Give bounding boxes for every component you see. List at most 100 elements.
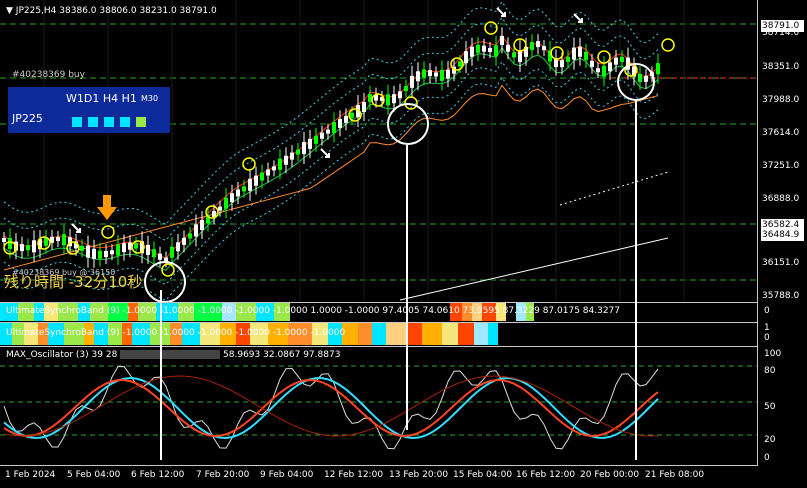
usb1-cell <box>58 303 78 321</box>
price-chart[interactable] <box>0 0 807 303</box>
usb2-cell <box>458 323 474 345</box>
usb1-cell <box>90 303 108 321</box>
ma-orange <box>3 84 659 271</box>
candle-body <box>62 234 66 246</box>
usb1-cell <box>482 303 496 321</box>
signal-circle <box>513 38 527 52</box>
marker-line <box>160 290 162 460</box>
usb2-cell <box>488 323 498 345</box>
candle-body <box>464 51 468 64</box>
candle-body <box>434 72 438 77</box>
candle-body <box>356 105 360 118</box>
usb1-cell <box>450 303 462 321</box>
mtf-square-m30 <box>136 117 146 127</box>
candle-body <box>416 71 420 82</box>
candle-body <box>302 141 306 154</box>
redacted-area <box>120 350 221 359</box>
ma-white-dotted <box>559 171 669 206</box>
signal-arrow <box>573 13 583 23</box>
usb1-cell <box>108 303 128 321</box>
usb1-cell <box>290 303 310 321</box>
usb2-cell <box>24 323 38 345</box>
time-tick: 12 Feb 12:00 <box>324 470 384 480</box>
candle-body <box>164 257 168 262</box>
price-chart-canvas[interactable] <box>0 0 757 303</box>
candle-body <box>86 245 90 258</box>
candle-body <box>50 236 54 243</box>
candle-body <box>404 86 408 92</box>
ma-green <box>3 46 659 272</box>
usb2-cell <box>220 323 236 345</box>
candle-body <box>590 60 594 67</box>
osc-tick: 80 <box>764 366 776 376</box>
price-axis[interactable]: 38714.0 38351.0 37988.0 37614.0 37251.0 … <box>758 0 807 303</box>
candle-body <box>326 129 330 134</box>
usb1-heatmap <box>0 303 534 321</box>
oscillator-panel[interactable]: MAX_Oscillator (3) 39 28 58.9693 32.0867… <box>0 346 807 466</box>
marker-line <box>635 100 637 460</box>
candle-body <box>170 246 174 258</box>
time-axis[interactable]: 1 Feb 2024 5 Feb 04:00 6 Feb 12:00 7 Feb… <box>0 466 807 488</box>
price-tick: 37614.0 <box>762 128 800 138</box>
candle-body <box>608 62 612 72</box>
subwindow-separator[interactable] <box>0 322 757 323</box>
usb1-cell <box>496 303 506 321</box>
usb2-cell <box>48 323 64 345</box>
usb2-cell <box>312 323 328 345</box>
price-tick: 38351.0 <box>762 62 800 72</box>
time-tick: 9 Feb 04:00 <box>260 470 314 480</box>
mtf-square-w1 <box>72 117 82 127</box>
osc-fast-line <box>3 366 659 450</box>
signal-circle <box>101 225 115 239</box>
candle-body <box>116 244 120 256</box>
usb2-cell <box>12 323 24 345</box>
candle-body <box>602 65 606 77</box>
price-tick: 37251.0 <box>762 161 800 171</box>
candle-body <box>458 61 462 67</box>
candle-body <box>128 242 132 250</box>
time-tick: 16 Feb 12:00 <box>516 470 576 480</box>
order-label[interactable]: #40238369 buy <box>12 70 85 80</box>
candle-body <box>314 135 318 144</box>
signal-circle <box>597 50 611 64</box>
candle-body <box>344 115 348 123</box>
price-axis-separator <box>757 0 758 466</box>
candle-body <box>380 96 384 101</box>
price-tick: 38714.0 <box>762 28 800 38</box>
signal-circle <box>484 21 498 35</box>
candle-body <box>230 193 234 203</box>
usb1-cell <box>44 303 58 321</box>
candle-body <box>266 169 270 176</box>
candle-body <box>554 58 558 68</box>
usb2-cell <box>406 323 422 345</box>
osc-tick: 50 <box>764 402 776 412</box>
price-badge: 36582.4 <box>761 219 804 231</box>
order-label-2[interactable]: #40238369 buy @ 36150 <box>12 268 116 277</box>
mtf-square-d1 <box>88 117 98 127</box>
candle-body <box>200 220 204 230</box>
usb1-cell <box>18 303 34 321</box>
candle-body <box>386 94 390 106</box>
mtf-symbol: JP225 <box>12 112 43 125</box>
candle-body <box>362 102 366 113</box>
usb2-axis-top: 1 <box>764 323 770 333</box>
signal-arrow <box>496 7 506 17</box>
signal-circle <box>371 93 385 107</box>
chart-menu-icon[interactable]: ▼ <box>6 6 13 16</box>
usb1-panel[interactable]: UltimateSynchroBand (9) -1.0000 -1.0000 … <box>0 302 807 322</box>
candle-body <box>506 44 510 52</box>
candle-body <box>8 237 12 249</box>
mtf-m30: M30 <box>141 94 159 103</box>
usb2-panel[interactable]: UltimateSynchroBand (9) -1.0000 -1.0000 … <box>0 322 807 346</box>
time-tick: 15 Feb 04:00 <box>453 470 513 480</box>
usb1-cell <box>256 303 274 321</box>
candle-body <box>248 178 252 191</box>
usb1-cell <box>128 303 138 321</box>
subwindow-separator[interactable] <box>0 346 757 347</box>
candle-body <box>68 237 72 247</box>
mtf-square-h1 <box>120 117 130 127</box>
usb2-cell <box>328 323 342 345</box>
subwindow-separator[interactable] <box>0 302 757 303</box>
candle-body <box>488 47 492 52</box>
signal-arrow <box>320 148 330 158</box>
